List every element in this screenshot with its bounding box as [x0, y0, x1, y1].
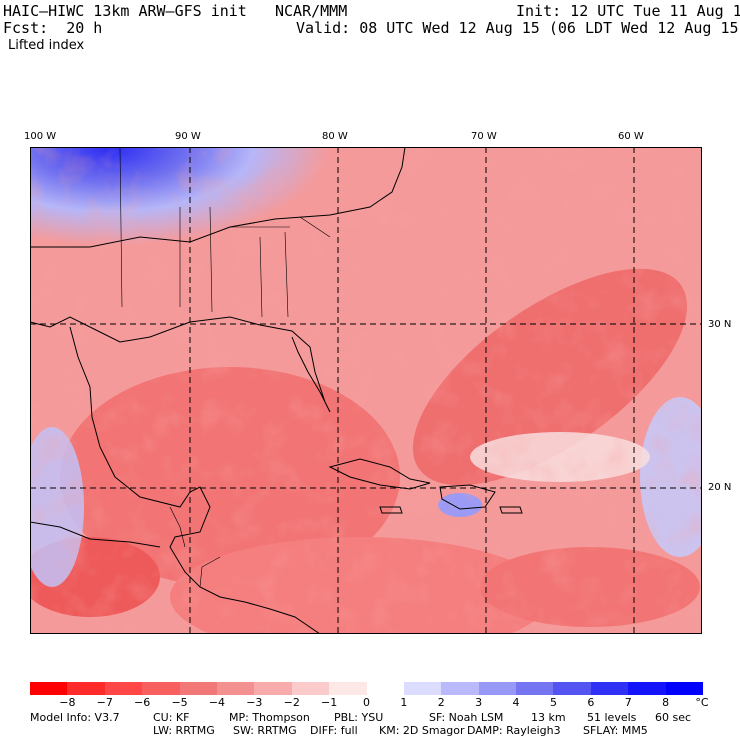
colorbar-tick-label: 0: [363, 696, 370, 709]
colorbar-tick-label: 8: [662, 696, 670, 709]
model-info-item: PBL: YSU: [334, 711, 384, 724]
colorbar-swatch: [142, 682, 180, 695]
latlon-grid: [30, 147, 702, 634]
model-info-item: SFLAY: MM5: [583, 724, 648, 737]
lon-label-100w: 100 W: [24, 131, 57, 142]
colorbar-tick-label: −6: [134, 696, 151, 709]
colorbar-swatch: [590, 682, 629, 695]
colorbar-swatch: [441, 682, 479, 695]
colorbar-tick-label: −7: [96, 696, 113, 709]
model-info-item: Model Info: V3.7: [30, 711, 120, 724]
colorbar-swatch: [516, 682, 554, 695]
lon-label-80w: 80 W: [322, 131, 348, 142]
colorbar-tick-label: 5: [549, 696, 557, 709]
colorbar-swatch: [478, 682, 517, 695]
lon-label-70w: 70 W: [471, 131, 497, 142]
lat-label-30n: 30 N: [708, 319, 732, 330]
colorbar-swatch: [628, 682, 666, 695]
colorbar-tick-label: 6: [587, 696, 595, 709]
colorbar: [30, 682, 704, 695]
model-info-item: LW: RRTMG: [153, 724, 215, 737]
colorbar-tick-label: −2: [283, 696, 300, 709]
model-info-item: SF: Noah LSM: [429, 711, 504, 724]
field-texture: [30, 147, 702, 634]
map-frame: [30, 147, 702, 634]
colorbar-swatch: [216, 682, 255, 695]
colorbar-swatch: [291, 682, 330, 695]
model-title: HAIC–HIWC 13km ARW–GFS init: [3, 2, 247, 20]
colorbar-tick-label: −3: [246, 696, 263, 709]
forecast-hour: Fcst: 20 h: [3, 19, 103, 37]
field-name: Lifted index: [8, 38, 85, 53]
colorbar-swatch: [665, 682, 704, 695]
colorbar-tick-label: −5: [171, 696, 188, 709]
colorbar-tick-label: 4: [512, 696, 520, 709]
lifted-index-map: [30, 147, 702, 634]
lon-label-60w: 60 W: [618, 131, 644, 142]
org-label: NCAR/MMM: [275, 2, 348, 20]
colorbar-swatch: [553, 682, 591, 695]
model-info-item: 13 km: [531, 711, 566, 724]
colorbar-tick-label: −8: [59, 696, 76, 709]
colorbar-swatch: [403, 682, 442, 695]
colorbar-tick-label: 3: [475, 696, 483, 709]
colorbar-tick-label: 2: [437, 696, 445, 709]
lon-label-90w: 90 W: [175, 131, 201, 142]
state-borders: [119, 147, 331, 588]
colorbar-tick-label: 1: [400, 696, 408, 709]
colorbar-unit: °C: [695, 696, 709, 709]
colorbar-tick-label: −1: [321, 696, 338, 709]
model-info-item: DAMP: Rayleigh3: [467, 724, 561, 737]
colorbar-tick-label: 7: [624, 696, 632, 709]
colorbar-swatch: [67, 682, 105, 695]
colorbar-swatch: [366, 682, 404, 695]
init-time: Init: 12 UTC Tue 11 Aug 15: [516, 2, 740, 20]
valid-time: Valid: 08 UTC Wed 12 Aug 15 (06 LDT Wed …: [296, 19, 740, 37]
colorbar-swatch: [104, 682, 143, 695]
colorbar-tick-label: −4: [208, 696, 226, 709]
colorbar-swatch: [179, 682, 217, 695]
model-info-item: KM: 2D Smagor: [379, 724, 465, 737]
colorbar-swatch: [254, 682, 292, 695]
model-info-item: MP: Thompson: [229, 711, 310, 724]
model-info-item: SW: RRTMG: [233, 724, 297, 737]
lat-label-20n: 20 N: [708, 482, 732, 493]
model-info-item: DIFF: full: [310, 724, 358, 737]
colorbar-swatch: [30, 682, 68, 695]
model-info-item: 51 levels: [587, 711, 637, 724]
coastlines: [30, 147, 523, 634]
model-info-item: CU: KF: [153, 711, 190, 724]
model-info-item: 60 sec: [655, 711, 692, 724]
colorbar-swatch: [329, 682, 367, 695]
